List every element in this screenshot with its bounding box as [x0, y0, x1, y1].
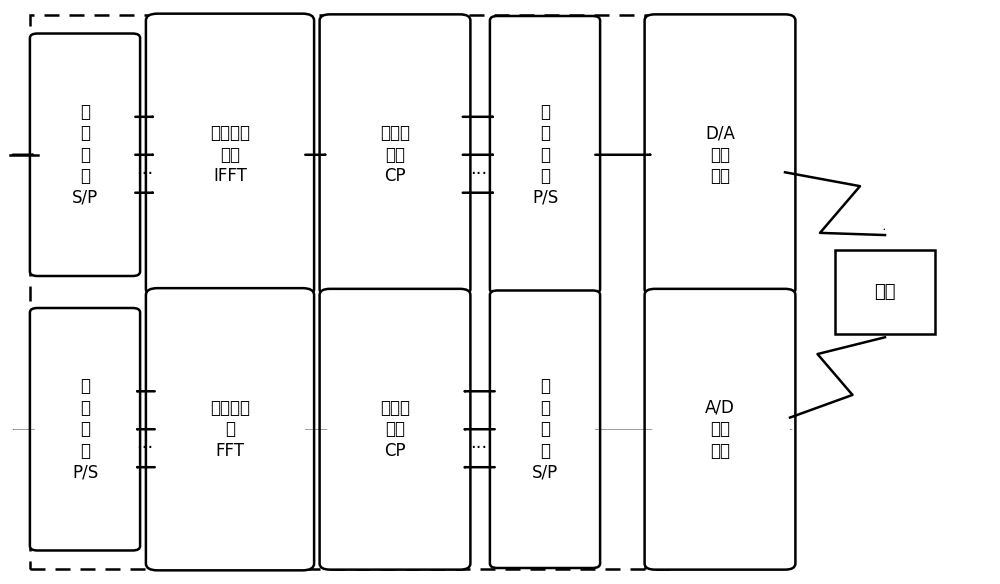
Text: 串
并
转
换
S/P: 串 并 转 换 S/P — [532, 377, 558, 481]
Text: 信道: 信道 — [874, 283, 896, 301]
FancyBboxPatch shape — [490, 290, 600, 568]
FancyBboxPatch shape — [146, 288, 314, 571]
FancyBboxPatch shape — [146, 13, 314, 296]
Text: D/A
转换
模块: D/A 转换 模块 — [705, 124, 735, 185]
FancyBboxPatch shape — [30, 308, 140, 551]
Text: A/D
转换
模块: A/D 转换 模块 — [705, 399, 735, 460]
Text: 并
串
转
换
P/S: 并 串 转 换 P/S — [72, 377, 98, 481]
FancyBboxPatch shape — [320, 289, 470, 569]
Text: ···: ··· — [136, 439, 154, 457]
Text: ···: ··· — [136, 165, 154, 183]
FancyBboxPatch shape — [645, 15, 795, 295]
Bar — [835, 250, 935, 334]
Text: 去循环
前缀
CP: 去循环 前缀 CP — [380, 399, 410, 460]
FancyBboxPatch shape — [490, 16, 600, 294]
Text: ···: ··· — [470, 439, 487, 457]
Text: 傅里叶变
换
FFT: 傅里叶变 换 FFT — [210, 399, 250, 460]
Text: 加循环
前缀
CP: 加循环 前缀 CP — [380, 124, 410, 185]
Text: ···: ··· — [470, 165, 487, 183]
Text: 逆傅里叶
变换
IFFT: 逆傅里叶 变换 IFFT — [210, 124, 250, 185]
Text: 串
并
转
换
S/P: 串 并 转 换 S/P — [72, 103, 98, 207]
FancyBboxPatch shape — [320, 15, 470, 295]
Bar — [30, 15, 680, 569]
FancyBboxPatch shape — [30, 33, 140, 276]
FancyBboxPatch shape — [645, 289, 795, 569]
Text: 并
串
转
换
P/S: 并 串 转 换 P/S — [532, 103, 558, 207]
